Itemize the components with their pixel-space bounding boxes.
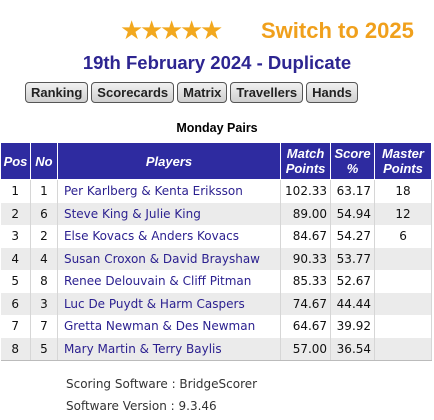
cell-players-link[interactable]: Renee Delouvain & Cliff Pitman: [57, 270, 282, 293]
cell-score-percent: 52.67: [330, 270, 376, 293]
banner: ★ ★ ★ ★ ★ Switch to 2025: [0, 14, 434, 48]
cell-pos: 5: [0, 270, 31, 293]
rating-stars: ★ ★ ★ ★ ★: [120, 16, 224, 46]
cell-players-link[interactable]: Else Kovacs & Anders Kovacs: [57, 225, 282, 248]
star-icon: ★: [200, 16, 224, 46]
table-row: 2 6 Steve King & Julie King 89.00 54.94 …: [0, 202, 432, 225]
cell-score-percent: 54.27: [330, 225, 376, 248]
cell-no: 5: [30, 337, 58, 361]
ranking-table: Pos No Players Match Points Score % Mast…: [0, 142, 432, 361]
cell-no: 8: [30, 270, 58, 293]
star-icon: ★: [120, 16, 144, 46]
star-icon: ★: [160, 16, 184, 46]
header-score-percent[interactable]: Score %: [330, 142, 376, 180]
cell-master-points: 18: [374, 179, 432, 203]
tab-ranking[interactable]: Ranking: [25, 82, 89, 103]
page-title: 19th February 2024 - Duplicate: [82, 52, 352, 73]
header-master-points[interactable]: Master Points: [374, 142, 432, 180]
cell-match-points: 64.67: [280, 315, 332, 338]
table-row: 5 8 Renee Delouvain & Cliff Pitman 85.33…: [0, 270, 432, 293]
cell-master-points: [374, 315, 432, 338]
cell-master-points: [374, 337, 432, 361]
tab-travellers[interactable]: Travellers: [230, 82, 304, 103]
cell-master-points: [374, 270, 432, 293]
cell-master-points: [374, 292, 432, 315]
cell-pos: 4: [0, 247, 31, 270]
cell-no: 6: [30, 202, 58, 225]
cell-master-points: 6: [374, 225, 432, 248]
cell-no: 3: [30, 292, 58, 315]
cell-pos: 6: [0, 292, 31, 315]
cell-pos: 3: [0, 225, 31, 248]
tab-scorecards[interactable]: Scorecards: [91, 82, 175, 103]
cell-no: 1: [30, 179, 58, 203]
cell-score-percent: 54.94: [330, 202, 376, 225]
header-no[interactable]: No: [29, 142, 58, 180]
star-icon: ★: [180, 16, 204, 46]
cell-score-percent: 53.77: [330, 247, 376, 270]
cell-match-points: 89.00: [280, 202, 332, 225]
tab-hands[interactable]: Hands: [306, 82, 358, 103]
cell-match-points: 84.67: [280, 225, 332, 248]
header-players[interactable]: Players: [56, 142, 282, 180]
cell-pos: 1: [0, 179, 31, 203]
table-header-row: Pos No Players Match Points Score % Mast…: [0, 142, 432, 180]
header-match-points[interactable]: Match Points: [280, 142, 332, 180]
cell-pos: 8: [0, 337, 31, 361]
cell-players-link[interactable]: Mary Martin & Terry Baylis: [57, 337, 282, 361]
event-name: Monday Pairs: [176, 121, 258, 135]
cell-master-points: 12: [374, 202, 432, 225]
table-row: 1 1 Per Karlberg & Kenta Eriksson 102.33…: [0, 179, 432, 203]
cell-score-percent: 39.92: [330, 315, 376, 338]
scoring-software-text: Scoring Software : BridgeScorer: [66, 377, 258, 391]
cell-players-link[interactable]: Per Karlberg & Kenta Eriksson: [57, 179, 282, 203]
cell-players-link[interactable]: Luc De Puydt & Harm Caspers: [57, 292, 282, 315]
table-row: 6 3 Luc De Puydt & Harm Caspers 74.67 44…: [0, 292, 432, 315]
cell-pos: 2: [0, 202, 31, 225]
cell-match-points: 90.33: [280, 247, 332, 270]
cell-match-points: 74.67: [280, 292, 332, 315]
switch-year-link[interactable]: Switch to 2025: [261, 18, 414, 43]
cell-no: 4: [30, 247, 58, 270]
cell-players-link[interactable]: Steve King & Julie King: [57, 202, 282, 225]
cell-score-percent: 63.17: [330, 179, 376, 203]
table-row: 3 2 Else Kovacs & Anders Kovacs 84.67 54…: [0, 225, 432, 248]
cell-score-percent: 44.44: [330, 292, 376, 315]
cell-match-points: 85.33: [280, 270, 332, 293]
cell-no: 2: [30, 225, 58, 248]
tab-matrix[interactable]: Matrix: [177, 82, 228, 103]
table-row: 8 5 Mary Martin & Terry Baylis 57.00 36.…: [0, 337, 432, 361]
cell-pos: 7: [0, 315, 31, 338]
header-pos[interactable]: Pos: [0, 142, 31, 180]
cell-master-points: [374, 247, 432, 270]
cell-players-link[interactable]: Susan Croxon & David Brayshaw: [57, 247, 282, 270]
cell-no: 7: [30, 315, 58, 338]
software-version-text: Software Version : 9.3.46: [66, 399, 217, 413]
table-row: 7 7 Gretta Newman & Des Newman 64.67 39.…: [0, 315, 432, 338]
nav-tabs: Ranking Scorecards Matrix Travellers Han…: [25, 82, 358, 103]
cell-match-points: 102.33: [280, 179, 332, 203]
star-icon: ★: [140, 16, 164, 46]
cell-score-percent: 36.54: [330, 337, 376, 361]
table-row: 4 4 Susan Croxon & David Brayshaw 90.33 …: [0, 247, 432, 270]
cell-players-link[interactable]: Gretta Newman & Des Newman: [57, 315, 282, 338]
cell-match-points: 57.00: [280, 337, 332, 361]
